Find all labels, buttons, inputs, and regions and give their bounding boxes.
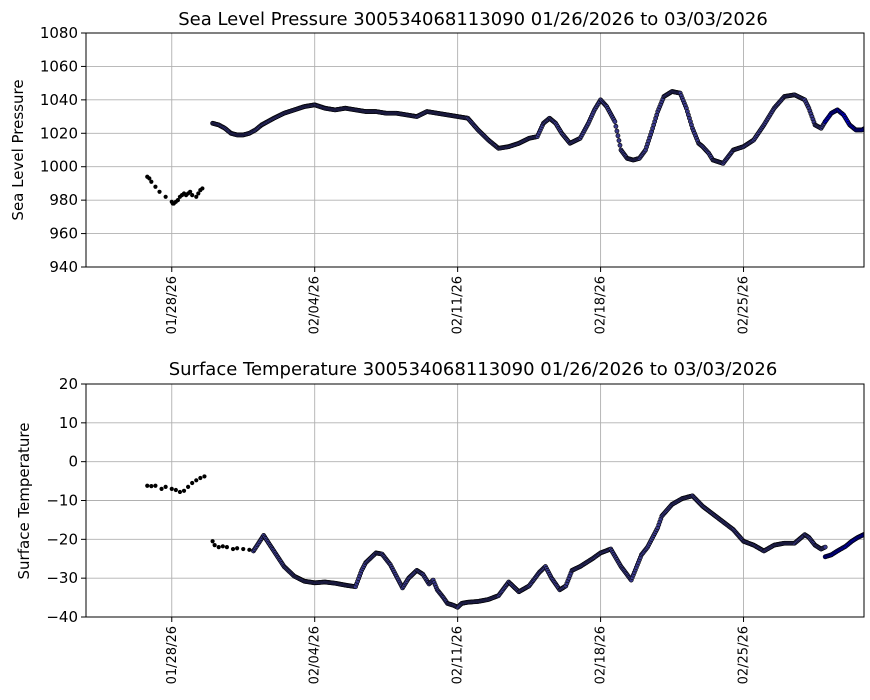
pressure-chart-point-early xyxy=(196,191,201,196)
temperature-chart-point-early xyxy=(210,539,215,544)
temperature-chart-ytick-label: 20 xyxy=(59,375,78,393)
pressure-chart-point-early xyxy=(157,189,162,194)
temperature-chart-point-early xyxy=(220,544,225,549)
temperature-chart-y-axis: −40 −30 −20 −10 0 10 20 xyxy=(46,375,86,626)
pressure-chart-plot-area xyxy=(85,32,865,268)
pressure-chart-xtick-label: 01/28/26 xyxy=(165,276,180,334)
pressure-chart-point-early xyxy=(200,186,205,191)
temperature-chart-x-axis: 01/28/26 02/04/26 02/11/26 02/18/26 02/25/26… xyxy=(165,617,752,684)
pressure-chart-points xyxy=(145,89,870,206)
pressure-chart-ytick-label: 1020 xyxy=(40,124,78,142)
pressure-chart-title: Sea Level Pressure 300534068113090 01/26… xyxy=(178,9,768,30)
pressure-chart-point-early xyxy=(153,184,158,189)
temperature-chart-point-early xyxy=(202,474,207,479)
temperature-chart-point-early xyxy=(198,475,203,481)
temperature-chart-ylabel: Surface Temperature xyxy=(15,423,33,580)
temperature-chart-ytick-label: 0 xyxy=(68,453,78,471)
pressure-chart-x-axis: 01/28/26 02/04/26 02/11/26 02/18/26 02/25/26… xyxy=(165,267,752,334)
temperature-chart-point-early xyxy=(224,545,229,550)
temperature-chart-point-early xyxy=(216,545,221,550)
temperature-chart-point-early xyxy=(181,488,187,493)
pressure-chart-point-track xyxy=(615,133,621,139)
temperature-chart-title: Surface Temperature 300534068113090 01/2… xyxy=(169,359,778,380)
pressure-chart-xtick-label: 02/11/26 xyxy=(451,276,466,334)
temperature-chart-ytick-label: −20 xyxy=(46,530,78,548)
pressure-chart-ytick-label: 980 xyxy=(49,191,78,209)
temperature-chart-xtick-label: 02/04/26 xyxy=(308,626,323,684)
pressure-chart-point-track xyxy=(612,119,618,124)
temperature-chart-point-early xyxy=(212,543,217,548)
pressure-chart: Sea Level Pressure 300534068113090 01/26… xyxy=(9,9,870,334)
pressure-chart-point-early xyxy=(163,194,168,199)
pressure-chart-point-early xyxy=(190,193,195,198)
temperature-chart-point-recent xyxy=(863,532,864,535)
pressure-chart-point-early xyxy=(175,198,180,203)
pressure-chart-point-recent xyxy=(863,126,864,129)
pressure-chart-ytick-label: 1080 xyxy=(40,24,78,42)
pressure-chart-point-recent xyxy=(865,125,869,129)
temperature-chart-point-recent xyxy=(866,531,870,535)
temperature-chart-xtick-label: 02/18/26 xyxy=(594,626,609,684)
pressure-chart-point-track xyxy=(613,123,619,129)
pressure-chart-point-early xyxy=(188,189,193,194)
temperature-chart-point-early xyxy=(190,480,195,486)
temperature-chart-point-recent xyxy=(865,531,869,535)
pressure-chart-grid xyxy=(86,32,864,268)
temperature-chart-point-early xyxy=(230,546,236,552)
temperature-chart-point-early xyxy=(177,489,183,495)
temperature-chart-point-early xyxy=(149,484,154,489)
pressure-chart-xtick-label: 02/25/26 xyxy=(737,276,752,334)
pressure-chart-point-early xyxy=(194,194,199,199)
pressure-chart-point-early xyxy=(147,176,152,181)
temperature-chart-point-early xyxy=(153,483,158,488)
pressure-chart-y-axis: 940 960 980 1000 1020 1040 1060 1080 xyxy=(40,24,86,276)
pressure-chart-point-early xyxy=(149,179,154,184)
temperature-chart-point-track xyxy=(822,544,828,550)
pressure-chart-ylabel: Sea Level Pressure xyxy=(9,79,27,220)
temperature-chart-point-early xyxy=(235,546,240,551)
temperature-chart-point-early xyxy=(241,546,246,552)
pressure-chart-ytick-label: 940 xyxy=(49,258,78,276)
temperature-chart-point-early xyxy=(247,547,252,552)
temperature-chart-point-early xyxy=(145,483,150,488)
temperature-chart-point-early xyxy=(169,486,174,491)
pressure-chart-xtick-label: 02/18/26 xyxy=(594,276,609,334)
pressure-chart-ytick-label: 960 xyxy=(49,225,78,243)
temperature-chart-xtick-label: 02/25/26 xyxy=(737,626,752,684)
temperature-chart: Surface Temperature 300534068113090 01/2… xyxy=(15,359,870,684)
temperature-chart-point-early xyxy=(186,484,191,490)
temperature-chart-grid xyxy=(86,383,864,618)
pressure-chart-point-track xyxy=(617,142,623,148)
temperature-chart-points xyxy=(145,474,870,610)
pressure-chart-xtick-label: 02/04/26 xyxy=(308,276,323,334)
temperature-chart-ytick-label: 10 xyxy=(59,414,78,432)
temperature-chart-ytick-label: −10 xyxy=(46,492,78,510)
temperature-chart-point-early xyxy=(163,484,168,490)
temperature-chart-point-early xyxy=(194,478,199,483)
pressure-chart-point-recent xyxy=(866,125,870,129)
temperature-chart-xtick-label: 01/28/26 xyxy=(165,626,180,684)
pressure-chart-point-track xyxy=(614,128,620,134)
temperature-chart-ytick-label: −40 xyxy=(46,608,78,626)
pressure-chart-ytick-label: 1060 xyxy=(40,57,78,75)
temperature-chart-xtick-label: 02/11/26 xyxy=(451,626,466,684)
pressure-chart-point-track xyxy=(616,138,622,143)
temperature-chart-ytick-label: −30 xyxy=(46,569,78,587)
temperature-chart-point-early xyxy=(173,487,178,493)
pressure-chart-ytick-label: 1000 xyxy=(40,158,78,176)
pressure-chart-ytick-label: 1040 xyxy=(40,91,78,109)
temperature-chart-point-early xyxy=(159,486,164,491)
